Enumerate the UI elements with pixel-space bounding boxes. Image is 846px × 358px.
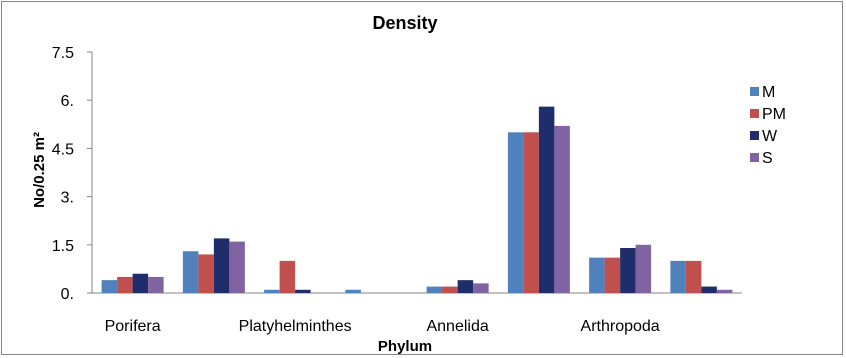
y-axis-ticks: 0. 1.5 3. 4.5 6. 7.5	[52, 45, 74, 303]
bar-w-1	[213, 238, 230, 293]
y-tick-label: 4.5	[52, 141, 74, 158]
x-tick-label: Arthropoda	[581, 318, 660, 335]
bar-w-5	[538, 106, 555, 293]
y-tick-label: 3.	[61, 190, 74, 207]
bar-w-6	[620, 248, 636, 293]
bar-pm-7	[685, 260, 702, 293]
bar-s-5	[554, 125, 570, 293]
y-tick-label: 7.5	[52, 45, 74, 62]
x-tick-label: Porifera	[105, 318, 161, 335]
bar-m-2	[264, 289, 280, 293]
bar-m-3	[345, 289, 361, 293]
bar-pm-2	[279, 260, 296, 293]
x-tick-label: Platyhelminthes	[239, 318, 352, 335]
x-axis-ticks: Porifera Platyhelminthes Annelida Arthropod…	[105, 318, 660, 335]
bar-pm-4	[442, 286, 458, 293]
bar-pm-6	[604, 257, 621, 293]
y-tick-label: 6.	[61, 93, 74, 110]
bar-w-0	[132, 273, 149, 293]
bar-pm-1	[198, 254, 214, 293]
plot-area	[87, 51, 742, 294]
bar-m-7	[670, 260, 686, 293]
legend-swatch-m	[750, 87, 759, 96]
x-tick-label: Annelida	[426, 318, 488, 335]
legend-swatch-w	[750, 131, 759, 140]
legend-label-s: S	[762, 150, 773, 167]
bar-s-0	[148, 276, 164, 293]
legend-swatch-pm	[750, 109, 759, 118]
legend-swatch-s	[750, 153, 759, 162]
bar-m-4	[426, 286, 443, 293]
y-tick-label: 0.	[61, 286, 74, 303]
bar-m-5	[507, 132, 524, 293]
x-axis-title: Phylum	[378, 338, 432, 355]
bar-pm-5	[523, 132, 539, 293]
bar-w-2	[295, 289, 311, 293]
y-tick-label: 1.5	[52, 238, 74, 255]
legend: M PM WS	[750, 84, 786, 167]
legend-label-pm: PM	[762, 106, 786, 123]
bar-s-7	[716, 289, 733, 293]
bar-s-1	[229, 241, 245, 293]
bar-m-1	[182, 251, 199, 293]
bar-pm-0	[117, 276, 133, 293]
legend-label-w: W	[762, 128, 778, 145]
y-axis-title: No/0.25 m²	[31, 132, 48, 208]
chart-title: Density	[372, 13, 437, 33]
bar-w-4	[457, 280, 474, 293]
bar-s-6	[635, 244, 652, 293]
bar-s-4	[473, 283, 489, 293]
bar-w-7	[701, 286, 717, 293]
bar-m-6	[589, 257, 605, 293]
legend-label-m: M	[762, 84, 775, 101]
bar-m-0	[101, 280, 118, 293]
